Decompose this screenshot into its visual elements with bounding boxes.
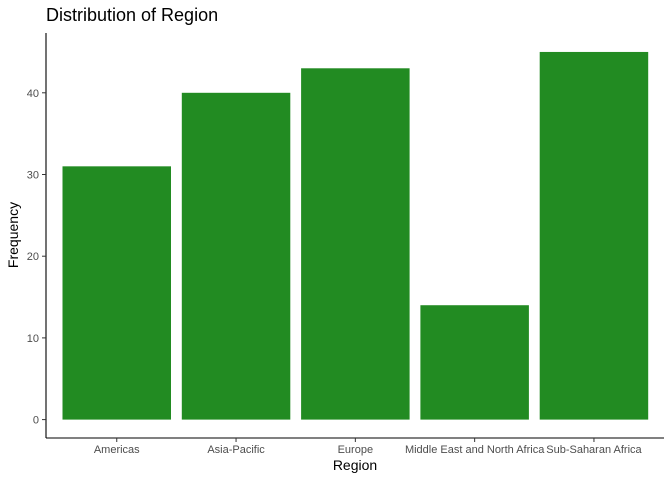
x-tick-label: Sub-Saharan Africa [546,444,642,456]
y-axis: 0 10 20 30 40 [27,33,47,438]
x-tick-label: Asia-Pacific [207,444,265,456]
x-axis: Americas Asia-Pacific Europe Middle East an… [46,437,664,456]
y-tick-label: 40 [27,88,39,100]
bar-americas [62,166,171,420]
chart-title: Distribution of Region [46,5,218,25]
y-tick-label: 10 [27,333,39,345]
y-tick-label: 0 [33,415,39,427]
bars-group [62,51,649,420]
x-tick-label: Americas [94,444,140,456]
y-tick-label: 20 [27,251,39,263]
bar-asia-pacific [181,92,291,420]
x-tick-label: Europe [338,444,373,456]
x-tick-label: Middle East and North Africa [405,444,545,456]
bar-europe [301,68,410,420]
bar-sub-saharan-africa [539,51,649,420]
y-axis-title: Frequency [5,202,21,268]
bar-middle-east-and-north-africa [420,305,529,420]
x-axis-title: Region [333,457,377,473]
y-tick-label: 30 [27,170,39,182]
